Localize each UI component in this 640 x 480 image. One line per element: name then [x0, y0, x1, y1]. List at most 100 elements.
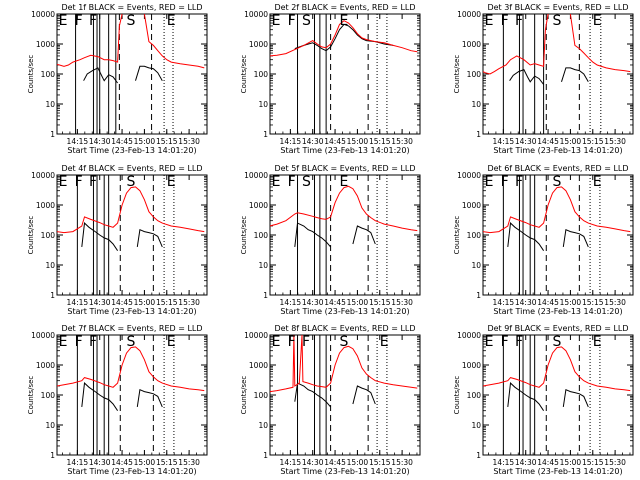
y-axis-label: Counts/sec [453, 216, 461, 255]
region-label: F [501, 174, 509, 190]
lld-series-segment-1 [57, 186, 205, 234]
x-tick-label: 15:15 [156, 137, 178, 146]
x-tick-label: 15:30 [604, 137, 626, 146]
x-tick-label: 15:15 [369, 137, 391, 146]
panel-6: Det 6f BLACK = Events, RED = LLD 1 10 100 10… [453, 164, 634, 316]
y-tick-label: 10000 [457, 171, 481, 180]
x-axis-label: Start Time (23-Feb-13 14:01:20) [280, 467, 409, 476]
plot-frame [56, 174, 208, 296]
y-tick-label: 10000 [457, 10, 481, 19]
x-tick-label: 14:30 [515, 458, 537, 467]
plot-frame [482, 13, 634, 135]
x-tick-label: 14:45 [111, 298, 133, 307]
region-label: F [75, 174, 83, 190]
y-tick-label: 1 [50, 291, 55, 300]
events-series-segment-2 [135, 65, 163, 81]
region-label: E [272, 174, 281, 190]
events-series-segment-1 [81, 222, 119, 251]
x-tick-label: 14:45 [537, 137, 559, 146]
region-label: S [553, 334, 562, 350]
region-label: E [167, 334, 176, 350]
events-series-segment-2 [561, 67, 589, 83]
plot-frame [269, 13, 421, 135]
region-label: F [89, 334, 97, 350]
x-tick-label: 14:15 [67, 137, 89, 146]
lld-series-segment-1 [270, 185, 418, 232]
region-label: E [380, 334, 389, 350]
region-label: S [127, 13, 136, 29]
panel-title: Det 3f BLACK = Events, RED = LLD [487, 3, 628, 12]
region-label: E [167, 174, 176, 190]
events-series-segment-2 [136, 388, 163, 408]
region-label: E [340, 13, 349, 29]
y-tick-label: 10000 [244, 171, 268, 180]
y-tick-label: 100 [467, 70, 482, 79]
region-label: E [593, 334, 602, 350]
region-label: E [59, 174, 68, 190]
region-label: F [515, 174, 523, 190]
y-tick-label: 1000 [249, 201, 268, 210]
x-tick-label: 14:30 [89, 298, 111, 307]
x-tick-label: 15:15 [369, 298, 391, 307]
x-tick-label: 15:00 [347, 137, 369, 146]
region-label: F [501, 334, 509, 350]
x-tick-label: 15:00 [134, 458, 156, 467]
x-tick-label: 15:15 [582, 137, 604, 146]
lld-series-segment-2 [569, 14, 631, 73]
events-series-segment-2 [562, 228, 589, 248]
x-tick-label: 14:45 [111, 458, 133, 467]
events-series-segment-2 [136, 228, 163, 248]
x-tick-label: 14:15 [280, 458, 302, 467]
x-axis-label: Start Time (23-Feb-13 14:01:20) [280, 307, 409, 316]
y-tick-label: 100 [41, 70, 56, 79]
y-tick-label: 10000 [244, 10, 268, 19]
panel-title: Det 4f BLACK = Events, RED = LLD [61, 164, 202, 173]
region-label: E [272, 334, 281, 350]
x-tick-label: 14:30 [515, 298, 537, 307]
y-axis-label: Counts/sec [27, 376, 35, 415]
y-tick-label: 10000 [31, 171, 55, 180]
lld-series-segment-1 [57, 14, 123, 67]
region-label: S [302, 174, 311, 190]
events-series-segment-1 [294, 23, 394, 52]
x-tick-label: 15:00 [560, 137, 582, 146]
region-label: E [485, 334, 494, 350]
region-label: S [553, 13, 562, 29]
y-tick-label: 1000 [36, 361, 55, 370]
region-label: S [127, 174, 136, 190]
x-tick-label: 15:00 [347, 298, 369, 307]
region-label: S [340, 334, 349, 350]
region-label: E [340, 174, 349, 190]
events-series-segment-1 [509, 68, 544, 85]
x-tick-label: 14:15 [67, 298, 89, 307]
y-tick-label: 100 [41, 231, 56, 240]
panel-title: Det 7f BLACK = Events, RED = LLD [61, 324, 202, 333]
events-series-segment-1 [507, 382, 545, 411]
region-label: F [501, 13, 509, 29]
region-label: F [89, 13, 97, 29]
x-tick-label: 14:45 [537, 458, 559, 467]
lld-series-segment-1 [57, 346, 205, 392]
region-label: F [75, 13, 83, 29]
y-tick-label: 10 [258, 261, 268, 270]
x-tick-label: 14:30 [302, 298, 324, 307]
y-tick-label: 1000 [249, 40, 268, 49]
y-tick-label: 10 [258, 421, 268, 430]
lld-series-segment-1 [270, 335, 418, 393]
y-tick-label: 1000 [36, 40, 55, 49]
y-tick-label: 1 [476, 130, 481, 139]
panel-title: Det 5f BLACK = Events, RED = LLD [274, 164, 415, 173]
y-tick-label: 1 [263, 451, 268, 460]
x-tick-label: 14:45 [324, 458, 346, 467]
x-tick-label: 14:30 [89, 137, 111, 146]
y-tick-label: 100 [41, 391, 56, 400]
region-label: E [485, 174, 494, 190]
region-label: F [302, 334, 310, 350]
events-series-segment-2 [352, 225, 376, 245]
y-axis-label: Counts/sec [453, 376, 461, 415]
y-tick-label: 10000 [31, 331, 55, 340]
events-series-segment-1 [294, 222, 331, 248]
y-axis-label: Counts/sec [240, 376, 248, 415]
x-tick-label: 14:30 [89, 458, 111, 467]
